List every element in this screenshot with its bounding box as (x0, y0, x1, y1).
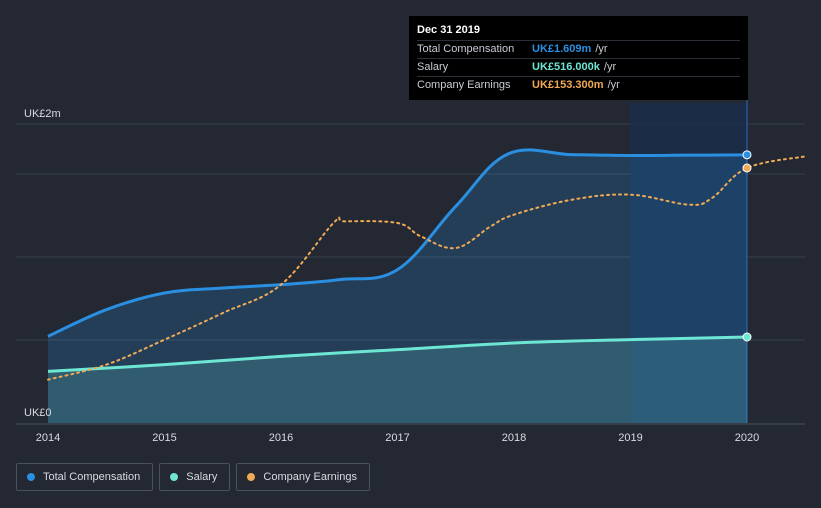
legend-label: Salary (186, 471, 218, 483)
tooltip-unit: /yr (607, 79, 620, 91)
x-tick-label: 2016 (269, 432, 293, 444)
total-compensation-area (48, 149, 747, 423)
tooltip-row-salary: Salary UK£516.000k /yr (417, 58, 740, 76)
x-tick-label: 2018 (502, 432, 526, 444)
tooltip-value: UK£516.000k (532, 61, 600, 73)
legend-item-total-compensation[interactable]: Total Compensation (16, 463, 154, 491)
series-layer (47, 100, 807, 423)
x-tick-label: 2015 (152, 432, 176, 444)
x-tick-label: 2019 (618, 432, 642, 444)
tick-labels: 2014 2015 2016 2017 2018 2019 2020 UK£2m UK£0 (24, 108, 759, 444)
tooltip-label: Company Earnings (417, 79, 511, 91)
legend: Total Compensation Salary Company Earnin… (16, 463, 370, 491)
x-tick-label: 2020 (735, 432, 759, 444)
legend-label: Company Earnings (263, 471, 357, 483)
legend-dot-icon (247, 473, 256, 481)
tooltip-row-company-earnings: Company Earnings UK£153.300m /yr (417, 76, 740, 94)
markers (742, 150, 752, 342)
y-tick-label: UK£2m (24, 108, 61, 120)
tooltip-row-total-compensation: Total Compensation UK£1.609m /yr (417, 40, 740, 58)
y-tick-label: UK£0 (24, 407, 52, 419)
salary-area (48, 337, 747, 423)
salary-line (47, 335, 748, 373)
company-earnings-line (47, 155, 807, 381)
legend-label: Total Compensation (43, 471, 141, 483)
x-tick-label: 2014 (36, 432, 60, 444)
total-compensation-marker (742, 150, 752, 160)
company-earnings-marker (742, 163, 752, 173)
total-compensation-line (47, 148, 748, 338)
tooltip-unit: /yr (603, 61, 617, 73)
tooltip: Dec 31 2019 Total Compensation UK£1.609m… (409, 16, 748, 100)
legend-item-company-earnings[interactable]: Company Earnings (236, 463, 370, 491)
tooltip-label: Total Compensation (417, 43, 515, 55)
legend-item-salary[interactable]: Salary (159, 463, 231, 491)
tooltip-date: Dec 31 2019 (417, 24, 480, 36)
salary-marker (742, 332, 752, 342)
tooltip-value: UK£1.609m (532, 43, 592, 55)
legend-dot-icon (170, 473, 179, 481)
tooltip-value: UK£153.300m (532, 79, 604, 91)
tooltip-unit: /yr (595, 43, 608, 55)
x-tick-label: 2017 (385, 432, 409, 444)
legend-dot-icon (27, 473, 35, 481)
tooltip-label: Salary (417, 61, 449, 73)
